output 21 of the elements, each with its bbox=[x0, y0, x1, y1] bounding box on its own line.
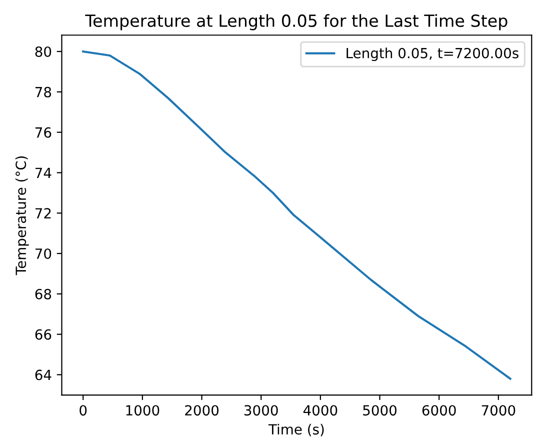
y-tick-label: 66 bbox=[35, 329, 52, 340]
x-tick-label: 2000 bbox=[185, 405, 219, 416]
x-tick-label: 7000 bbox=[482, 405, 516, 416]
y-tick-label: 78 bbox=[36, 86, 52, 98]
x-tick-label: 6000 bbox=[422, 405, 456, 416]
y-tick-label: 64 bbox=[35, 370, 52, 380]
x-tick-label: 0 bbox=[80, 405, 87, 416]
y-tick-label: 68 bbox=[35, 288, 52, 300]
y-tick-label: 74 bbox=[36, 168, 52, 178]
y-axis-title: Temperature (°C) bbox=[15, 156, 29, 276]
y-tick-label: 76 bbox=[36, 127, 52, 138]
x-axis-title: Time (s) bbox=[268, 424, 324, 436]
y-tick-label: 80 bbox=[35, 46, 52, 57]
x-tick-label: 5000 bbox=[363, 405, 396, 416]
x-tick-label: 4000 bbox=[303, 405, 338, 416]
y-tick-label: 72 bbox=[36, 208, 51, 218]
legend-label: Length 0.05, t=7200.00s bbox=[346, 48, 518, 62]
chart-title: Temperature at Length 0.05 for the Last Time Step bbox=[85, 14, 508, 30]
y-tick-label: 70 bbox=[36, 248, 52, 259]
x-tick-label: 3000 bbox=[244, 405, 278, 416]
x-tick-label: 1000 bbox=[126, 405, 160, 416]
